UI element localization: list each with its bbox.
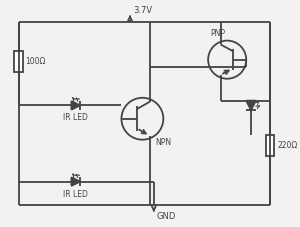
Text: IR LED: IR LED [63, 190, 88, 199]
Text: 220Ω: 220Ω [277, 141, 297, 150]
Polygon shape [71, 177, 80, 186]
Text: IR LED: IR LED [63, 114, 88, 123]
Text: 3.7V: 3.7V [133, 6, 152, 15]
Polygon shape [71, 101, 80, 110]
Text: NPN: NPN [156, 138, 172, 147]
Text: GND: GND [157, 212, 176, 221]
Text: PNP: PNP [210, 29, 225, 38]
Polygon shape [246, 101, 256, 110]
Bar [266, 135, 274, 156]
Text: 100Ω: 100Ω [26, 57, 46, 66]
Bar [14, 51, 23, 72]
